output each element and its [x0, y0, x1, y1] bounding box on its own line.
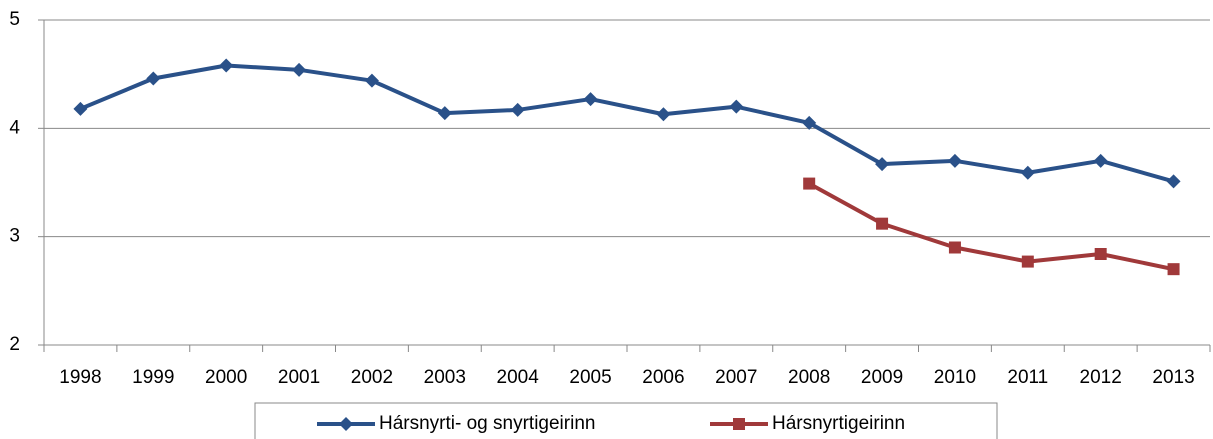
marker [339, 417, 353, 431]
marker [146, 71, 161, 86]
x-tick-label: 2002 [351, 367, 393, 388]
x-tick-label: 2006 [642, 367, 684, 388]
marker [802, 115, 817, 130]
marker [803, 177, 816, 190]
marker [219, 58, 234, 73]
x-tick-label: 2001 [278, 367, 320, 388]
marker [876, 217, 889, 230]
x-tick-label: 2011 [1007, 367, 1048, 388]
marker [729, 99, 744, 114]
marker [947, 153, 962, 168]
marker [733, 418, 745, 430]
marker [1166, 174, 1181, 189]
marker [1094, 248, 1107, 260]
series-line [808, 181, 1174, 272]
x-tick-label: 1998 [59, 367, 101, 388]
x-tick-label: 2008 [788, 367, 830, 388]
series-line [79, 63, 1175, 184]
y-tick-label: 3 [9, 226, 20, 247]
marker [437, 106, 452, 121]
marker [1020, 165, 1035, 180]
x-tick-label: 2013 [1152, 367, 1194, 388]
legend-label: Hársnyrtigeirinn [772, 413, 905, 434]
marker [583, 92, 598, 107]
marker [73, 101, 88, 116]
marker [875, 157, 890, 172]
y-tick-label: 5 [9, 9, 20, 30]
x-tick-label: 1999 [132, 367, 174, 388]
x-tick-label: 2010 [934, 367, 976, 388]
marker [1021, 255, 1034, 268]
y-tick-label: 4 [9, 117, 20, 138]
x-tick-label: 2009 [861, 367, 903, 388]
y-tick-label: 2 [9, 334, 20, 355]
x-tick-label: 2007 [715, 367, 757, 388]
marker [656, 107, 671, 122]
legend-label: Hársnyrti- og snyrtigeirinn [379, 413, 595, 434]
x-tick-label: 2003 [424, 367, 466, 388]
marker [364, 73, 379, 88]
x-tick-label: 2004 [497, 367, 540, 388]
x-tick-label: 2005 [569, 367, 611, 388]
x-tick-label: 2012 [1080, 367, 1122, 388]
legend-box [254, 402, 998, 439]
x-tick-label: 2000 [205, 367, 247, 388]
marker [292, 62, 307, 77]
marker [1167, 263, 1180, 276]
marker [510, 102, 525, 117]
marker [1093, 153, 1108, 168]
marker [948, 241, 961, 254]
